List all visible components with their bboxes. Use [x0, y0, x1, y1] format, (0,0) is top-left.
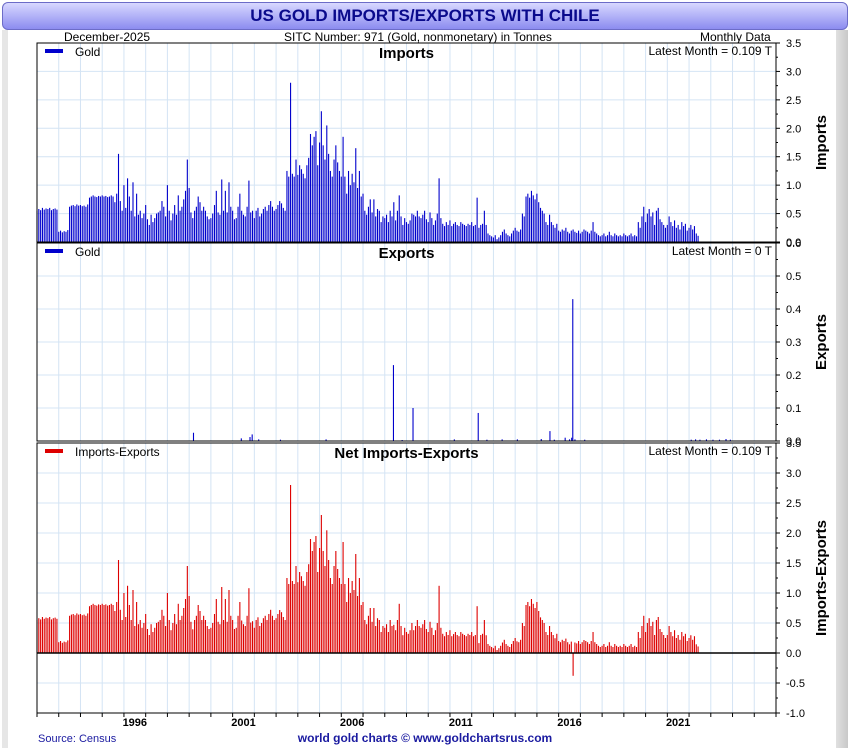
- net-latest-value: Latest Month = 0.109 T: [648, 444, 772, 458]
- imports-ytick-label: 1.5: [786, 152, 801, 164]
- imports-ytick-label: 0.0: [786, 237, 801, 249]
- net-ytick-label: 1.5: [786, 558, 801, 570]
- net-ytick-label: 1.0: [786, 588, 801, 600]
- report-date: December-2025: [64, 30, 151, 44]
- net-ytick-label: -0.5: [786, 678, 805, 690]
- exports-y-axis-title: Exports: [813, 314, 830, 370]
- imports-legend-swatch: [45, 49, 63, 53]
- imports-plot-border: [36, 42, 777, 243]
- exports-ytick-label: 0.6: [786, 238, 801, 250]
- imports-ytick-label: 2.5: [786, 95, 801, 107]
- exports-ytick-label: 0.1: [786, 403, 801, 415]
- imports-ytick-label: 3.0: [786, 66, 801, 78]
- net-panel-title: Net Imports-Exports: [334, 445, 478, 462]
- imports-y-axis-title: Imports: [813, 115, 830, 170]
- exports-ytick-label: 0.5: [786, 271, 801, 283]
- net-ytick-label: 0.5: [786, 618, 801, 630]
- imports-panel-title: Imports: [379, 45, 434, 62]
- x-tick-label: 2001: [231, 717, 255, 729]
- exports-ytick-label: 0.3: [786, 337, 801, 349]
- imports-ytick-label: 3.5: [786, 38, 801, 50]
- net-ytick-label: 3.0: [786, 468, 801, 480]
- website-credit: world gold charts © www.goldchartsrus.co…: [297, 731, 553, 745]
- imports-ytick-label: 2.0: [786, 123, 801, 135]
- data-frequency: Monthly Data: [700, 30, 771, 44]
- x-tick-label: 2011: [449, 717, 473, 729]
- exports-ytick-label: 0.2: [786, 370, 801, 382]
- exports-plot-border: [36, 242, 777, 442]
- source-label: Source: Census: [38, 733, 117, 745]
- x-tick-label: 1996: [123, 717, 147, 729]
- exports-panel-title: Exports: [379, 245, 435, 262]
- net-ytick-label: 0.0: [786, 648, 801, 660]
- net-ytick-label: 2.5: [786, 498, 801, 510]
- exports-ytick-label: 0.0: [786, 436, 801, 448]
- net-legend-swatch: [45, 449, 63, 453]
- left-border: [2, 30, 8, 748]
- right-border: [836, 30, 848, 748]
- chart-title: US GOLD IMPORTS/EXPORTS WITH CHILE: [2, 2, 848, 30]
- net-ytick-label: 3.5: [786, 438, 801, 450]
- net-y-axis-title: Imports-Exports: [813, 520, 830, 636]
- exports-legend-label: Gold: [75, 245, 100, 259]
- sitc-description: SITC Number: 971 (Gold, nonmonetary) in …: [284, 30, 552, 44]
- net-legend-label: Imports-Exports: [75, 445, 160, 459]
- imports-legend-label: Gold: [75, 45, 100, 59]
- net-ytick-label: -1.0: [786, 708, 805, 720]
- x-tick-label: 2016: [557, 717, 581, 729]
- exports-ytick-label: 0.4: [786, 304, 801, 316]
- imports-ytick-label: 0.5: [786, 209, 801, 221]
- x-tick-label: 2021: [666, 717, 690, 729]
- exports-latest-value: Latest Month = 0 T: [672, 244, 773, 258]
- x-tick-label: 2006: [340, 717, 364, 729]
- imports-ytick-label: 1.0: [786, 180, 801, 192]
- imports-latest-value: Latest Month = 0.109 T: [648, 44, 772, 58]
- exports-legend-swatch: [45, 249, 63, 253]
- net-ytick-label: 2.0: [786, 528, 801, 540]
